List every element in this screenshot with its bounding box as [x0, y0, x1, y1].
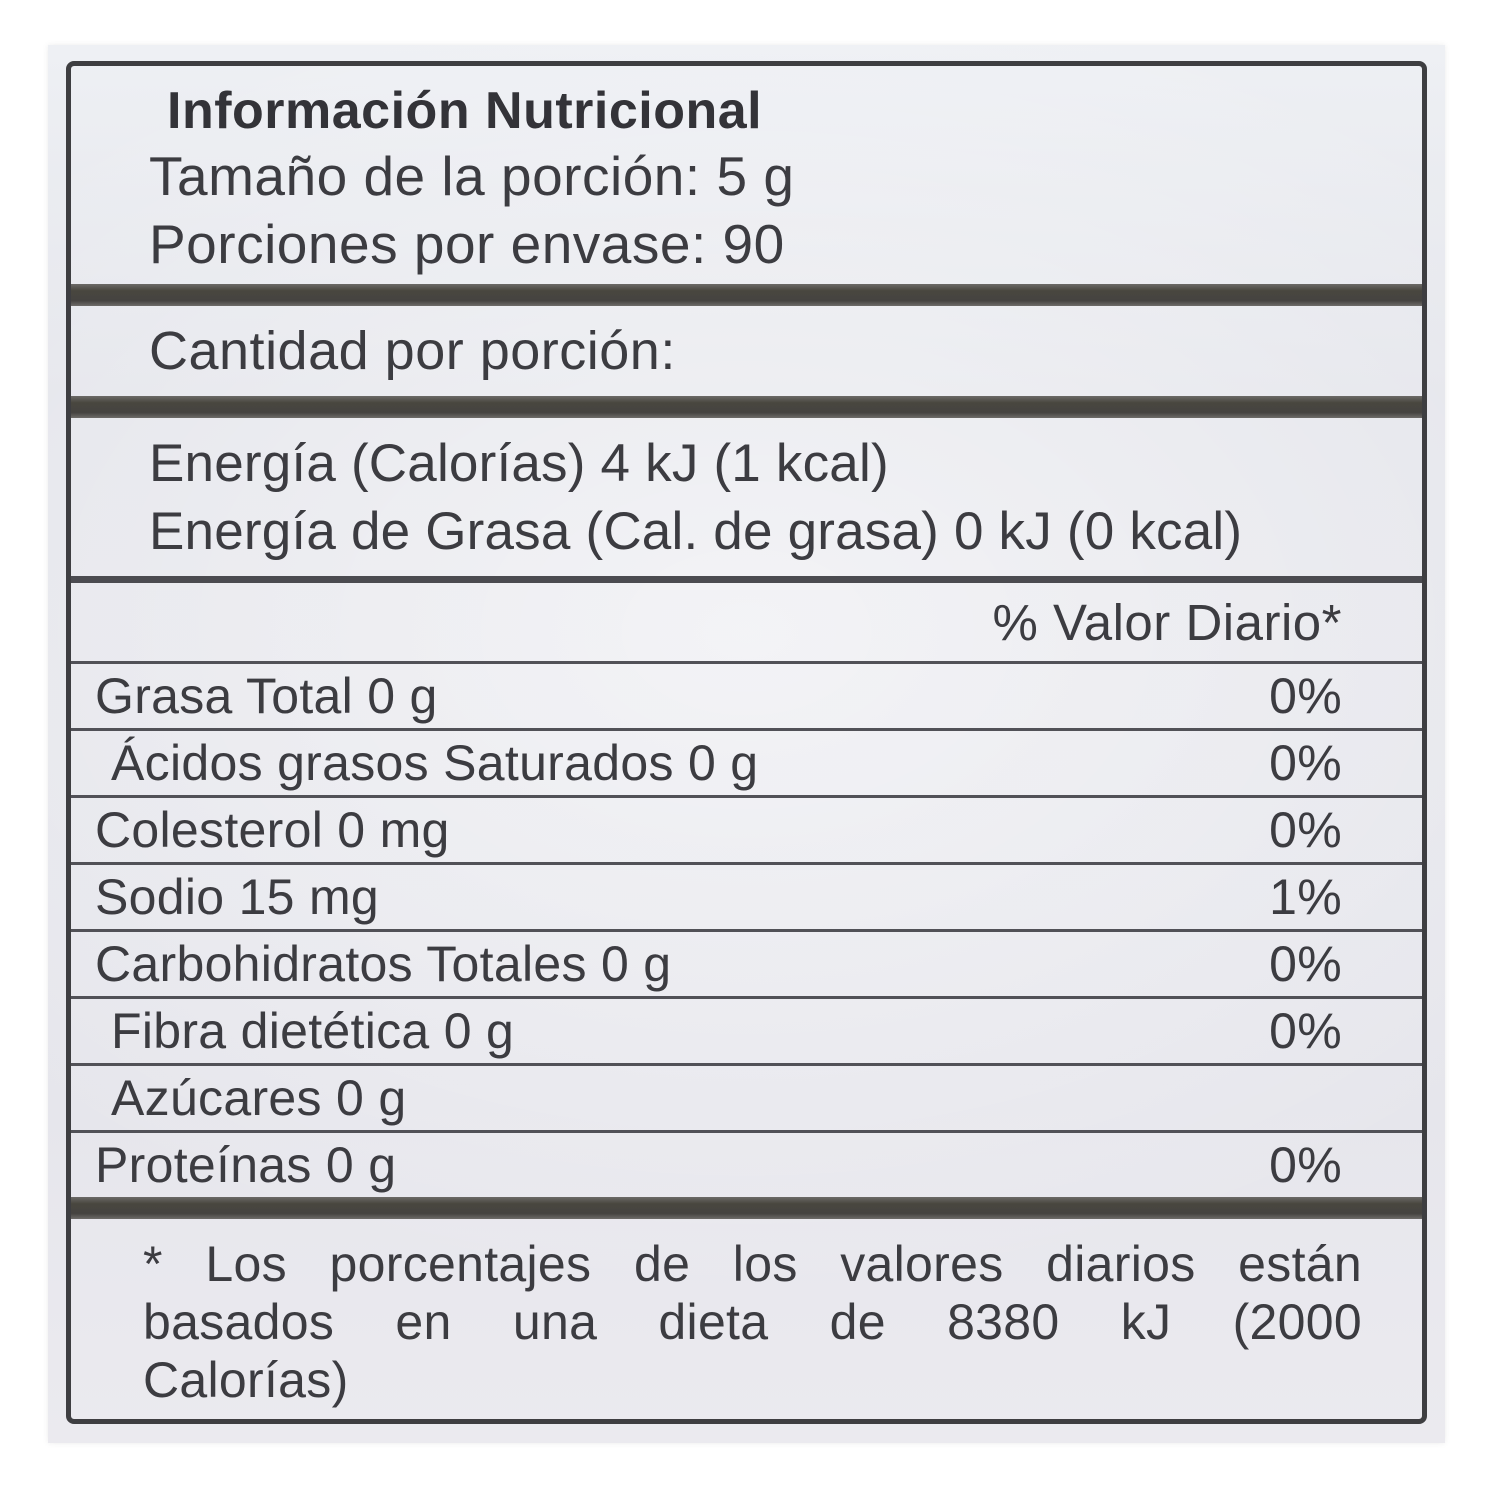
- label-paper: Información Nutricional Tamaño de la por…: [48, 45, 1445, 1443]
- row-divider: [71, 1130, 1422, 1133]
- nutrient-label: Azúcares 0 g: [111, 1070, 407, 1126]
- amount-per-serving-label: Cantidad por porción:: [149, 321, 676, 381]
- footnote-line: Calorías): [143, 1352, 349, 1408]
- nutrient-daily-value: 0%: [1269, 936, 1342, 992]
- nutrient-daily-value: 0%: [1269, 1137, 1342, 1193]
- nutrient-row-total-carbohydrate: Carbohidratos Totales 0 g 0%: [71, 932, 1422, 996]
- nutrient-label: Carbohidratos Totales 0 g: [95, 936, 672, 992]
- amount-per-serving-section: Cantidad por porción:: [71, 306, 1422, 396]
- nutrient-daily-value: 0%: [1269, 1003, 1342, 1059]
- footnote-line: * Los porcentajes de los valores diarios…: [143, 1236, 1362, 1292]
- thick-divider: [71, 396, 1422, 418]
- label-title: Información Nutricional: [167, 82, 763, 140]
- footnote-line: basados en una dieta de 8380 kJ (2000: [143, 1294, 1362, 1350]
- nutrient-row-protein: Proteínas 0 g 0%: [71, 1133, 1422, 1197]
- nutrient-daily-value: 0%: [1269, 802, 1342, 858]
- nutrient-row-saturated-fat: Ácidos grasos Saturados 0 g 0%: [71, 731, 1422, 795]
- nutrient-label: Sodio 15 mg: [95, 869, 380, 925]
- nutrient-label: Fibra dietética 0 g: [111, 1003, 515, 1059]
- nutrient-row-dietary-fiber: Fibra dietética 0 g 0%: [71, 999, 1422, 1063]
- nutrient-label: Grasa Total 0 g: [95, 668, 438, 724]
- nutrient-row-total-fat: Grasa Total 0 g 0%: [71, 664, 1422, 728]
- nutrient-daily-value: 0%: [1269, 735, 1342, 791]
- nutrient-row-sodium: Sodio 15 mg 1%: [71, 865, 1422, 929]
- energy-section: Energía (Calorías) 4 kJ (1 kcal) Energía…: [71, 418, 1422, 576]
- row-divider: [71, 862, 1422, 865]
- nutrient-daily-value: 0%: [1269, 668, 1342, 724]
- row-divider: [71, 1063, 1422, 1066]
- servings-per-container-line: Porciones por envase: 90: [149, 213, 785, 275]
- energy-fat-line: Energía de Grasa (Cal. de grasa) 0 kJ (0…: [149, 502, 1243, 561]
- nutrient-label: Colesterol 0 mg: [95, 802, 450, 858]
- thick-divider: [71, 1197, 1422, 1219]
- nutrient-row-cholesterol: Colesterol 0 mg 0%: [71, 798, 1422, 862]
- nutrient-label: Proteínas 0 g: [95, 1137, 397, 1193]
- header-section: Información Nutricional Tamaño de la por…: [71, 66, 1422, 284]
- energy-calories-line: Energía (Calorías) 4 kJ (1 kcal): [149, 434, 889, 493]
- row-divider: [71, 929, 1422, 932]
- daily-value-header: % Valor Diario*: [992, 594, 1342, 651]
- row-divider: [71, 996, 1422, 999]
- row-divider: [71, 661, 1422, 664]
- footnote-section: * Los porcentajes de los valores diarios…: [71, 1219, 1422, 1419]
- row-divider: [71, 728, 1422, 731]
- medium-divider: [71, 576, 1422, 583]
- serving-size-line: Tamaño de la porción: 5 g: [149, 145, 795, 207]
- nutrient-daily-value: 1%: [1269, 869, 1342, 925]
- nutrition-facts-box: Información Nutricional Tamaño de la por…: [66, 61, 1427, 1424]
- nutrient-label: Ácidos grasos Saturados 0 g: [111, 735, 759, 791]
- thick-divider: [71, 284, 1422, 306]
- row-divider: [71, 795, 1422, 798]
- nutrient-row-sugars: Azúcares 0 g: [71, 1066, 1422, 1130]
